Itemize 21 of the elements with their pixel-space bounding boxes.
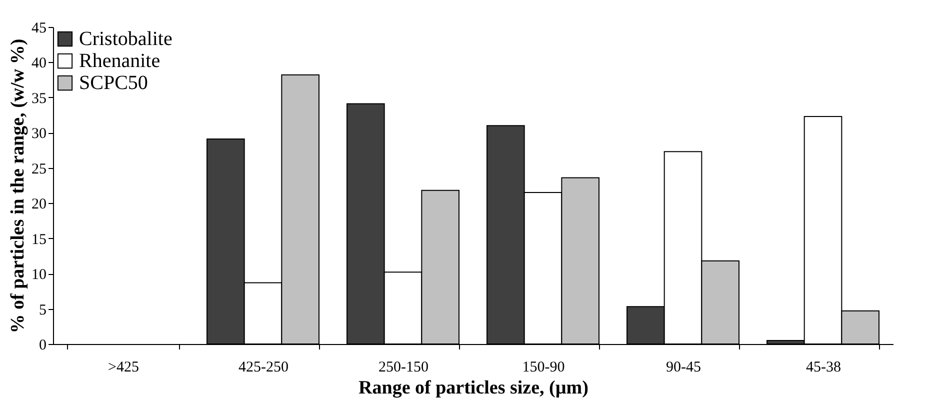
y-tick-label: 45 [32,20,46,36]
y-tick-label: 0 [39,338,46,354]
x-tick-label: >425 [108,360,139,376]
y-tick-label: 40 [32,56,46,72]
y-axis-title: % of particles in the range, (w/w %) [8,38,28,334]
y-tick-label: 10 [32,267,46,284]
x-tick-label: 150-90 [522,360,565,376]
x-tick-label: 250-150 [378,360,428,376]
x-axis-title: Range of particles size, (µm) [358,378,588,398]
x-tick-label: 90-45 [666,360,701,376]
y-tick-label: 25 [32,161,46,178]
legend-label: Cristobalite [79,28,172,50]
y-tick-label: 20 [32,196,46,213]
legend-label: Rhenanite [79,50,160,72]
legend-label: SCPC50 [79,72,148,94]
y-tick-label: 30 [32,126,46,142]
x-tick-label: 425-250 [238,360,288,376]
y-tick-label: 15 [32,232,46,248]
y-tick-label: 5 [39,302,46,318]
x-tick-label: 45-38 [806,360,841,376]
y-tick-label: 35 [32,90,46,107]
